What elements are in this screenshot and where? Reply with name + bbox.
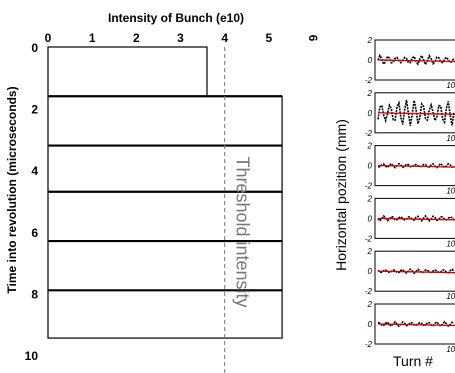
position-panel: 2 0 -2 100	[365, 36, 455, 90]
position-panel: 2 0 -2 100	[365, 300, 455, 354]
y-tick-label: 10	[25, 349, 39, 363]
panel-x-tick-label: 100	[446, 239, 455, 248]
x-tick-label: 2	[133, 31, 140, 45]
panel-y-tick-label: 0	[368, 109, 373, 118]
panel-y-tick-label: -2	[365, 287, 373, 296]
horizontal-position-panels: Horizontal pozition (mm) Turn # 20-21002…	[333, 36, 455, 369]
bars	[47, 46, 283, 339]
panel-x-tick-label: 100	[446, 134, 455, 143]
fit-trace	[377, 323, 455, 327]
bunch-intensity-chart: Intensity of Bunch (e10) 0 1 2 3 4 5 6 0 2 4 6 8 10…	[5, 11, 320, 373]
panel-y-tick-label: 2	[367, 36, 373, 45]
panel-y-tick-label: 2	[367, 247, 373, 256]
panel-y-tick-label: 2	[367, 194, 373, 203]
position-panel: 2 0 -2 100	[365, 89, 455, 143]
panel-x-tick-label: 100	[446, 187, 455, 196]
panel-y-tick-label: 0	[368, 56, 373, 65]
fit-trace	[377, 270, 455, 274]
panel-grid: 2 0 -2 100 2 0 -2 100 2 0 -2 100 2 0 -2 100 2 0 -2 100 2 0 -2 1…	[365, 36, 455, 354]
y-tick-label: 2	[31, 103, 38, 117]
panel-y-tick-label: 2	[367, 142, 373, 151]
panel-x-tick-label: 100	[446, 292, 455, 301]
threshold-label: Threshold intensity	[233, 156, 253, 307]
panel-x-axis-title: Turn #	[393, 353, 433, 369]
x-tick-label: 4	[221, 31, 228, 45]
fit-trace	[377, 164, 455, 168]
bar	[47, 46, 208, 97]
panel-y-tick-label: 0	[368, 320, 373, 329]
panel-y-tick-label: -2	[365, 234, 373, 243]
position-panel: 2 0 -2 100	[365, 142, 455, 196]
x-axis-title: Intensity of Bunch (e10)	[108, 11, 244, 25]
panel-x-tick-label: 100	[446, 345, 455, 354]
bar	[47, 95, 283, 147]
panel-y-tick-label: -2	[365, 182, 373, 191]
panel-y-axis-title: Horizontal pozition (mm)	[333, 119, 349, 271]
panel-y-tick-label: -2	[365, 76, 373, 85]
measured-trace	[377, 53, 455, 67]
measured-trace	[378, 162, 455, 169]
measured-trace	[377, 99, 455, 126]
y-tick-label: 4	[31, 164, 38, 178]
panel-y-tick-label: 2	[367, 89, 373, 98]
y-tick-label: 0	[31, 41, 38, 55]
x-tick-label: 6	[306, 35, 320, 42]
fit-trace	[377, 112, 455, 115]
panel-y-tick-label: 0	[368, 267, 373, 276]
x-tick-label: 5	[265, 31, 272, 45]
x-tick-label: 3	[177, 31, 184, 45]
y-tick-label: 6	[31, 226, 38, 240]
panel-x-tick-label: 100	[446, 81, 455, 90]
panel-y-tick-label: 0	[368, 162, 373, 171]
y-tick-labels: 0 2 4 6 8 10	[25, 41, 39, 363]
fit-trace	[377, 59, 455, 63]
x-tick-labels: 0 1 2 3 4 5 6	[45, 31, 320, 45]
measured-trace	[377, 214, 455, 223]
panel-y-tick-label: 0	[368, 214, 373, 223]
panel-y-tick-label: -2	[365, 340, 373, 349]
x-tick-label: 0	[45, 31, 52, 45]
panel-y-tick-label: 2	[367, 300, 373, 309]
position-panel: 2 0 -2 100	[365, 247, 455, 301]
x-tick-label: 1	[89, 31, 96, 45]
y-tick-label: 8	[31, 287, 38, 301]
fit-trace	[377, 217, 455, 221]
position-panel: 2 0 -2 100	[365, 194, 455, 248]
y-axis-title: Time into revolution (microseconds)	[5, 86, 19, 293]
panel-y-tick-label: -2	[365, 129, 373, 138]
